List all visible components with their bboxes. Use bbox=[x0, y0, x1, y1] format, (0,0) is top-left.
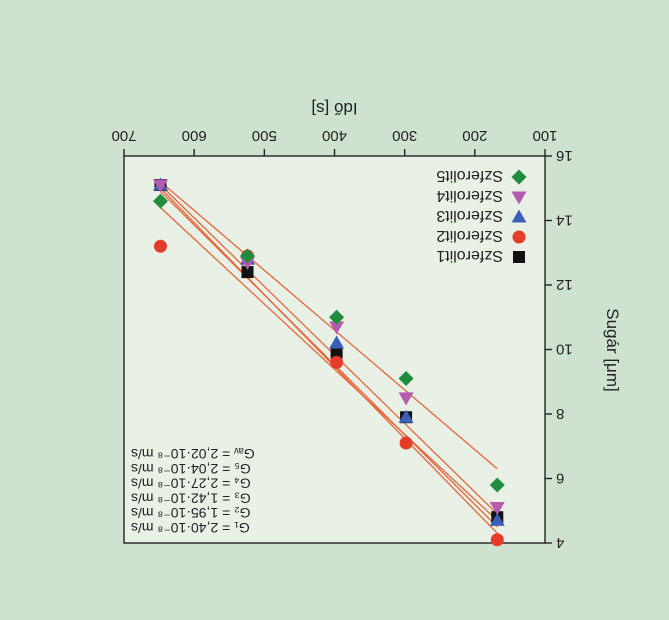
data-point-s2-p2 bbox=[399, 436, 413, 450]
rate-annotation-5: G₅ = 2,04·10⁻⁸ m/s bbox=[131, 461, 251, 477]
fit-line-2 bbox=[160, 191, 498, 528]
data-point-s4-p2 bbox=[398, 392, 414, 406]
y-tick-label: 10 bbox=[556, 341, 573, 358]
x-axis-label: Idő [s] bbox=[311, 99, 357, 118]
legend-marker-4 bbox=[511, 191, 527, 205]
data-point-s2-p3 bbox=[330, 355, 344, 369]
y-tick-label: 8 bbox=[556, 405, 564, 422]
rate-annotation-3: G₃ = 1,42·10⁻⁸ m/s bbox=[131, 490, 251, 506]
legend-marker-1 bbox=[513, 251, 525, 263]
fit-line-5 bbox=[160, 181, 498, 470]
legend-label-4: Szferolit4 bbox=[436, 187, 503, 204]
legend-marker-5 bbox=[511, 169, 527, 185]
data-point-s5-p2 bbox=[398, 371, 414, 387]
x-tick-label: 500 bbox=[252, 127, 277, 144]
rate-annotations: G₁ = 2,40·10⁻⁸ m/sG₂ = 1,95·10⁻⁸ m/sG₃ =… bbox=[131, 446, 255, 536]
data-point-s1-p3 bbox=[330, 346, 343, 359]
y-tick-label: 16 bbox=[556, 147, 573, 164]
y-tick-label: 6 bbox=[556, 470, 564, 487]
legend-marker-2 bbox=[512, 230, 526, 244]
data-point-s3-p3 bbox=[329, 335, 345, 349]
rate-annotation-1: G₁ = 2,40·10⁻⁸ m/s bbox=[131, 520, 250, 536]
data-point-s4-p1 bbox=[489, 502, 505, 516]
fit-line-1 bbox=[160, 207, 498, 521]
legend: Szferolit1 Szferolit2 Szferolit3 Szferolit4… bbox=[436, 167, 527, 264]
legend-label-1: Szferolit1 bbox=[436, 247, 503, 264]
legend-label-2: Szferolit2 bbox=[436, 227, 503, 244]
rate-annotation-4: G₄ = 2,27·10⁻⁸ m/s bbox=[131, 476, 251, 492]
x-tick-label: 700 bbox=[111, 127, 136, 144]
data-point-s2-p5 bbox=[153, 239, 167, 253]
y-tick-label: 4 bbox=[556, 534, 564, 551]
fit-line-3 bbox=[160, 187, 498, 534]
x-tick-label: 100 bbox=[532, 127, 557, 144]
data-point-s3-p1 bbox=[489, 512, 505, 526]
x-tick-label: 200 bbox=[462, 127, 487, 144]
y-tick-label: 12 bbox=[556, 276, 573, 293]
rate-annotation-6: Gₐᵥ = 2,02·10⁻⁸ m/s bbox=[131, 446, 255, 462]
data-point-s3-p2 bbox=[398, 409, 414, 423]
y-tick-label: 14 bbox=[556, 212, 573, 229]
legend-marker-3 bbox=[511, 209, 527, 223]
data-point-s5-p1 bbox=[489, 477, 505, 493]
data-point-s5-p4 bbox=[239, 248, 255, 264]
data-point-s5-p3 bbox=[329, 309, 345, 325]
x-tick-label: 600 bbox=[182, 127, 207, 144]
legend-label-5: Szferolit5 bbox=[436, 167, 503, 184]
x-tick-label: 400 bbox=[322, 127, 347, 144]
data-point-s4-p5 bbox=[152, 179, 168, 193]
x-tick-label: 300 bbox=[392, 127, 417, 144]
fit-line-4 bbox=[160, 184, 498, 515]
rate-annotation-2: G₂ = 1,95·10⁻⁸ m/s bbox=[131, 505, 251, 521]
y-axis-label: Sugár [μm] bbox=[603, 308, 622, 392]
data-point-s2-p1 bbox=[490, 533, 504, 547]
data-point-s5-p5 bbox=[152, 193, 168, 209]
legend-label-3: Szferolit3 bbox=[436, 207, 503, 224]
data-point-s1-p4 bbox=[241, 266, 254, 279]
data-point-s4-p3 bbox=[329, 321, 345, 335]
